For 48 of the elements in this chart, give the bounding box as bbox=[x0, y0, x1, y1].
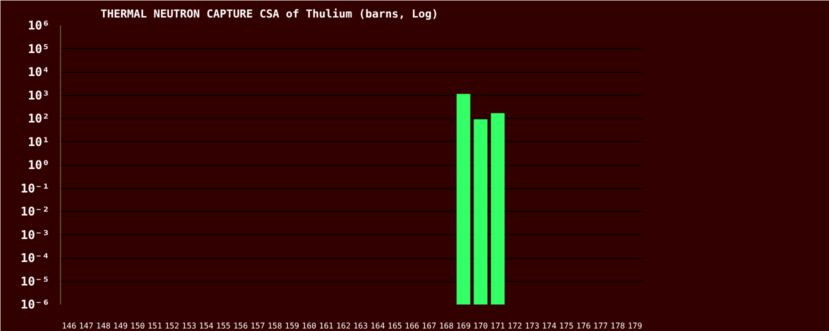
x-tick-label: 163 bbox=[353, 322, 368, 330]
y-tick-label: 10⁻⁴ bbox=[20, 251, 50, 265]
x-tick-label: 159 bbox=[284, 322, 300, 330]
x-tick-label: 162 bbox=[336, 322, 351, 330]
y-tick-label: 10⁻² bbox=[20, 204, 50, 218]
x-tick-label: 179 bbox=[628, 322, 642, 330]
y-tick-label: 10⁶ bbox=[28, 18, 50, 32]
chart-title: THERMAL NEUTRON CAPTURE CSA of Thulium (barns, Log) bbox=[100, 8, 438, 20]
y-tick-label: 10¹ bbox=[28, 134, 50, 149]
x-tick-label: 175 bbox=[559, 322, 574, 330]
y-tick-label: 10³ bbox=[28, 88, 50, 102]
x-tick-label: 174 bbox=[542, 322, 557, 330]
x-tick-label: 155 bbox=[216, 322, 231, 330]
x-tick-label: 172 bbox=[508, 322, 522, 330]
x-tick-label: 168 bbox=[439, 322, 454, 330]
y-tick-label: 10⁰ bbox=[28, 158, 50, 172]
x-tick-label: 166 bbox=[404, 322, 420, 330]
y-tick-label: 10⁵ bbox=[28, 42, 50, 56]
x-tick-label: 164 bbox=[370, 322, 386, 330]
x-tick-label: 156 bbox=[233, 322, 248, 330]
x-tick-label: 154 bbox=[199, 322, 214, 330]
x-tick-label: 160 bbox=[302, 322, 317, 330]
x-tick-label: 161 bbox=[319, 322, 334, 330]
x-tick-label: 178 bbox=[610, 322, 626, 330]
x-tick-label: 158 bbox=[268, 322, 282, 330]
x-tick-label: 150 bbox=[130, 322, 146, 330]
x-tick-label: 149 bbox=[113, 322, 128, 330]
x-tick-label: 152 bbox=[164, 322, 180, 330]
x-tick-label: 146 bbox=[62, 322, 76, 330]
y-tick-label: 10⁴ bbox=[28, 65, 50, 79]
x-tick-label: 157 bbox=[250, 322, 266, 330]
x-tick-label: 169 bbox=[456, 322, 471, 330]
y-tick-label: 10⁻⁵ bbox=[20, 274, 50, 288]
x-tick-label: 147 bbox=[78, 322, 94, 330]
x-tick-label: 165 bbox=[388, 322, 402, 330]
x-tick-label: 177 bbox=[593, 322, 608, 330]
y-tick-label: 10⁻³ bbox=[20, 228, 50, 242]
y-tick-label: 10² bbox=[28, 112, 50, 126]
x-tick-label: 176 bbox=[576, 322, 591, 330]
x-tick-label: 148 bbox=[96, 322, 111, 330]
x-tick-label: 153 bbox=[182, 322, 197, 330]
x-tick-label: 151 bbox=[148, 322, 162, 330]
y-tick-label: 10⁻⁶ bbox=[20, 298, 50, 312]
x-tick-label: 173 bbox=[524, 322, 540, 330]
x-tick-label: 170 bbox=[473, 322, 488, 330]
y-tick-label: 10⁻¹ bbox=[20, 181, 50, 196]
x-tick-label: 167 bbox=[422, 322, 437, 330]
x-tick-label: 171 bbox=[490, 322, 506, 330]
